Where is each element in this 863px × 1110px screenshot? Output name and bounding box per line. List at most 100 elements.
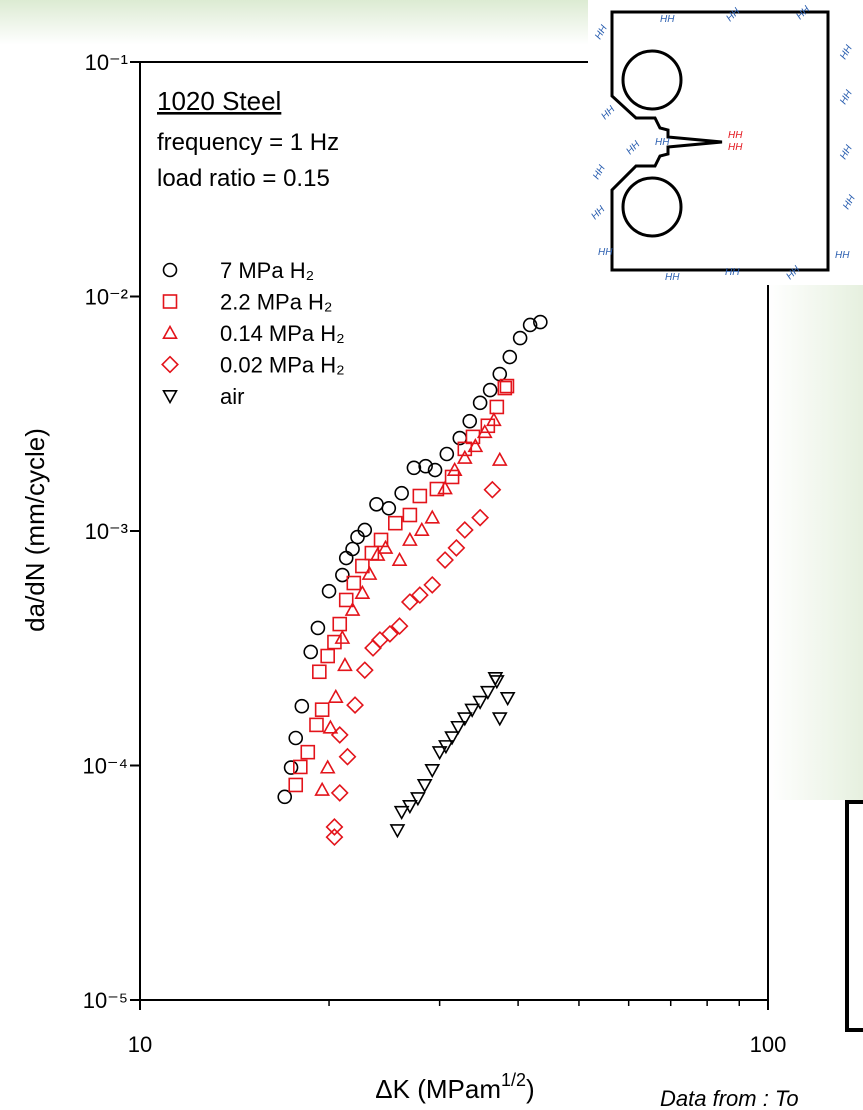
data-point — [400, 593, 419, 611]
data-point — [410, 586, 429, 605]
data-point — [423, 575, 442, 594]
data-point — [327, 688, 344, 703]
data-point — [491, 451, 508, 466]
data-point — [499, 378, 515, 394]
data-point — [489, 399, 505, 415]
data-point — [337, 656, 353, 672]
y-tick-label: 10⁻⁵ — [83, 988, 128, 1013]
data-point — [413, 521, 430, 536]
data-point — [346, 575, 362, 591]
x-axis-label-part: ΔK (MPam — [375, 1074, 501, 1104]
specimen-hole — [621, 176, 683, 238]
data-point — [482, 382, 498, 398]
data-point — [472, 395, 488, 411]
data-point — [322, 719, 339, 734]
data-point — [431, 746, 448, 761]
data-point — [320, 648, 335, 664]
data-point — [354, 584, 371, 600]
x-axis-label-part: 1/2 — [501, 1070, 526, 1090]
background-side — [768, 280, 863, 800]
data-point — [446, 461, 463, 477]
data-point — [293, 759, 308, 775]
x-axis-label-part: ) — [526, 1074, 535, 1104]
data-point — [418, 458, 433, 474]
data-point — [391, 551, 408, 567]
data-point — [330, 783, 349, 802]
data-point — [325, 818, 344, 836]
data-point — [450, 720, 466, 736]
data-point — [390, 617, 409, 636]
legend-label: 0.02 MPa H₂ — [220, 353, 345, 378]
annotation: load ratio = 0.15 — [157, 165, 330, 192]
data-point — [309, 717, 324, 733]
data-point — [303, 644, 319, 660]
data-point — [310, 620, 326, 636]
data-point — [436, 551, 454, 569]
inset-label: HH — [728, 142, 743, 153]
data-point — [373, 532, 389, 548]
data-point — [522, 317, 538, 333]
data-point — [462, 413, 478, 429]
data-point — [410, 792, 426, 807]
data-point — [424, 509, 441, 524]
legend-label: 0.14 MPa H₂ — [220, 321, 345, 346]
data-point — [502, 349, 518, 365]
annotation: frequency = 1 Hz — [157, 129, 339, 156]
data-point — [319, 759, 336, 774]
data-point — [277, 789, 293, 805]
data-point — [334, 629, 351, 644]
marker — [162, 389, 178, 405]
data-point — [346, 696, 364, 715]
x-axis-label: ΔK (MPam1/2) — [375, 1070, 534, 1104]
inset-label: HH — [835, 250, 850, 261]
y-tick-label: 10⁻³ — [85, 519, 128, 544]
data-point — [479, 685, 496, 701]
data-point — [402, 799, 418, 815]
data-point — [444, 731, 460, 746]
side-box — [845, 800, 863, 1032]
inset-label: HH — [725, 267, 740, 278]
data-point — [406, 460, 422, 476]
data-point — [447, 538, 466, 557]
data-point — [429, 481, 445, 497]
inset-background — [588, 0, 863, 285]
chart-title: 1020 Steel — [157, 86, 281, 116]
data-point — [335, 567, 350, 583]
data-point — [439, 446, 455, 462]
data-point — [369, 546, 386, 561]
data-point — [499, 692, 516, 707]
inset-label: HH — [660, 14, 675, 25]
inset-label: HH — [665, 272, 680, 283]
data-point — [338, 592, 354, 608]
data-point — [381, 500, 397, 516]
data-point — [455, 521, 474, 539]
x-tick-label: 100 — [750, 1032, 787, 1057]
specimen-hole — [621, 49, 683, 111]
data-point — [393, 805, 410, 821]
data-point — [321, 583, 337, 599]
data-point — [437, 480, 453, 495]
y-tick-label: 10⁻¹ — [85, 50, 128, 75]
data-point — [314, 702, 330, 717]
data-point — [456, 449, 473, 464]
data-point — [389, 824, 406, 839]
legend-label: 2.2 MPa H₂ — [220, 290, 332, 315]
data-point — [491, 712, 508, 727]
marker — [162, 324, 178, 340]
x-tick-label: 10 — [128, 1032, 152, 1057]
data-point — [476, 423, 493, 439]
marker — [162, 294, 178, 309]
data-point — [325, 828, 344, 847]
data-point — [416, 778, 433, 794]
data-point — [394, 485, 409, 501]
y-tick-label: 10⁻² — [85, 285, 128, 310]
data-point — [288, 730, 304, 746]
specimen-outline — [610, 10, 830, 272]
data-point — [294, 698, 310, 714]
data-point — [488, 675, 505, 690]
data-point — [312, 664, 327, 680]
data-point — [357, 522, 373, 538]
data-point — [438, 740, 454, 755]
data-point — [283, 760, 299, 775]
legend-label: air — [220, 384, 244, 409]
